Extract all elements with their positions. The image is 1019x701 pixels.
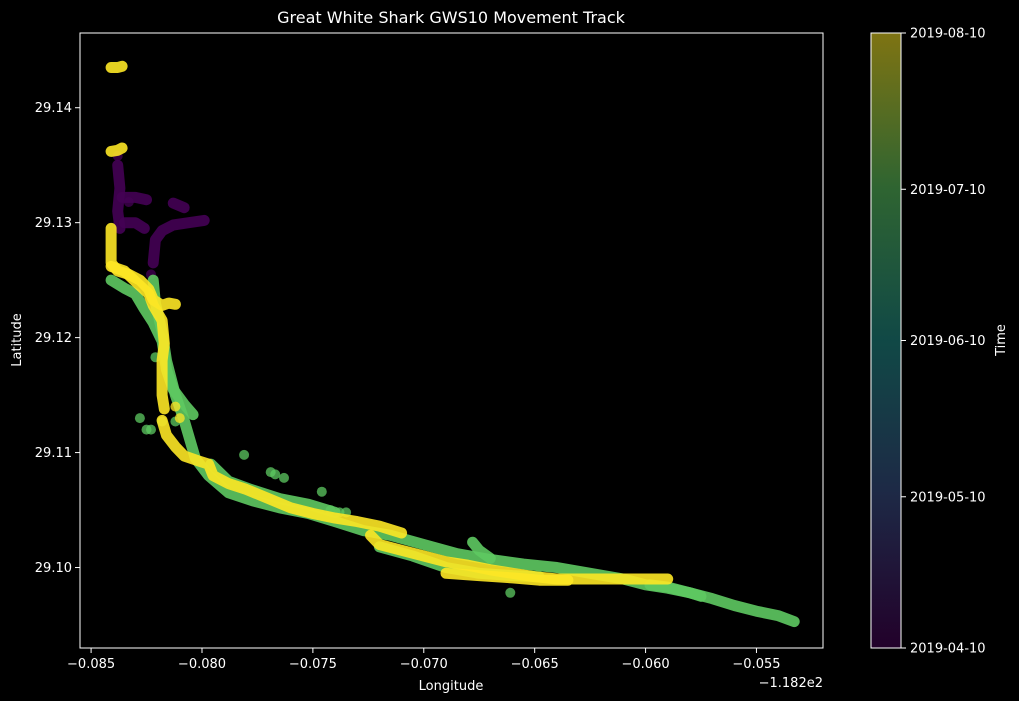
data-point (316, 486, 327, 497)
track-segment (440, 567, 574, 586)
y-tick-label: 29.13 (35, 216, 72, 231)
track-segment (116, 191, 152, 206)
y-tick-label: 29.10 (35, 561, 72, 576)
series-group (112, 151, 210, 280)
data-point (505, 587, 516, 598)
colorbar-tick-label: 2019-08-10 (910, 27, 986, 42)
data-point (239, 449, 250, 460)
plot-data-area (105, 60, 800, 628)
data-point (174, 413, 185, 424)
plot-frame (79, 32, 824, 649)
track-segment (167, 197, 190, 214)
chart-title: Great White Shark GWS10 Movement Track (277, 8, 626, 27)
x-tick-label: −0.080 (178, 657, 226, 672)
track-segment (105, 60, 128, 73)
x-tick-label: −0.060 (622, 657, 670, 672)
colorbar-gradient (871, 33, 901, 648)
x-tick-label: −0.075 (289, 657, 337, 672)
x-axis-offset-label: −1.182e2 (759, 676, 823, 691)
x-axis: −0.085 −0.080 −0.075 −0.070 −0.065 −0.060 −0.0… (67, 648, 781, 672)
data-point (270, 469, 281, 480)
data-point (170, 401, 181, 412)
data-point (134, 413, 145, 424)
x-tick-label: −0.055 (732, 657, 780, 672)
y-tick-label: 29.14 (35, 101, 72, 116)
track-segment (105, 260, 170, 415)
colorbar-tick-label: 2019-04-10 (910, 642, 986, 657)
y-tick-label: 29.12 (35, 331, 72, 346)
colorbar-tick-label: 2019-07-10 (910, 183, 986, 198)
x-tick-label: −0.070 (400, 657, 448, 672)
track-segment (118, 217, 150, 234)
track-segment (467, 536, 496, 564)
colorbar-tick-label: 2019-06-10 (910, 334, 986, 349)
series-group (105, 60, 674, 586)
x-axis-label: Longitude (419, 679, 484, 694)
y-axis: 29.10 29.11 29.12 29.13 29.14 (35, 101, 80, 576)
track-segment (147, 214, 210, 269)
y-axis-label: Latitude (10, 313, 25, 367)
data-point (146, 424, 156, 435)
data-point (123, 197, 134, 207)
data-point (279, 472, 289, 483)
track-segment (105, 142, 128, 157)
colorbar-label: Time (994, 324, 1009, 357)
x-tick-label: −0.085 (67, 657, 115, 672)
colorbar-tick-label: 2019-05-10 (910, 490, 986, 505)
track-segment (156, 414, 408, 539)
colorbar: 2019-04-10 2019-05-10 2019-06-10 2019-07-10… (870, 27, 1009, 657)
x-tick-label: −0.065 (511, 657, 559, 672)
colorbar-ticks: 2019-04-10 2019-05-10 2019-06-10 2019-07-10… (901, 27, 986, 657)
y-tick-label: 29.11 (35, 446, 72, 461)
track-segment (644, 579, 707, 602)
